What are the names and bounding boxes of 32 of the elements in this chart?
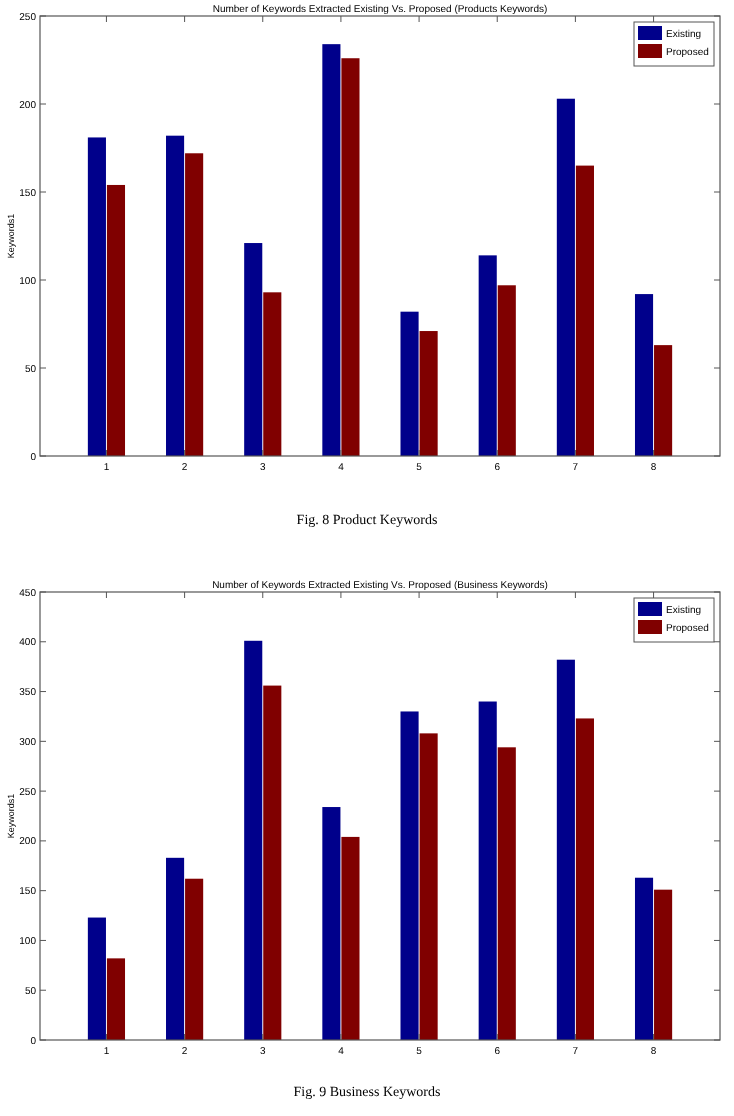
bar xyxy=(400,711,419,1040)
bar xyxy=(341,58,360,456)
bar xyxy=(497,747,516,1040)
bar xyxy=(634,877,654,1040)
bar xyxy=(185,878,204,1040)
bar xyxy=(263,685,282,1040)
bar xyxy=(87,137,106,456)
bar xyxy=(322,807,341,1040)
bar xyxy=(497,285,516,456)
bar xyxy=(419,733,438,1040)
bar xyxy=(185,153,204,456)
bar xyxy=(654,345,673,456)
bar xyxy=(419,331,438,456)
bar xyxy=(263,292,282,456)
bar xyxy=(106,184,126,456)
bar xyxy=(575,718,594,1040)
bar xyxy=(478,255,497,456)
bar xyxy=(87,917,106,1040)
bar xyxy=(322,44,341,456)
bar xyxy=(166,857,185,1040)
bar xyxy=(341,836,360,1040)
bar xyxy=(244,243,263,456)
bar xyxy=(634,294,654,456)
bar xyxy=(556,659,575,1040)
bar xyxy=(654,889,673,1040)
bar xyxy=(556,98,575,456)
bar xyxy=(106,958,126,1040)
bar xyxy=(575,165,594,456)
bar xyxy=(244,640,263,1040)
bar xyxy=(166,135,185,456)
bar xyxy=(400,311,419,456)
bar xyxy=(478,701,497,1040)
